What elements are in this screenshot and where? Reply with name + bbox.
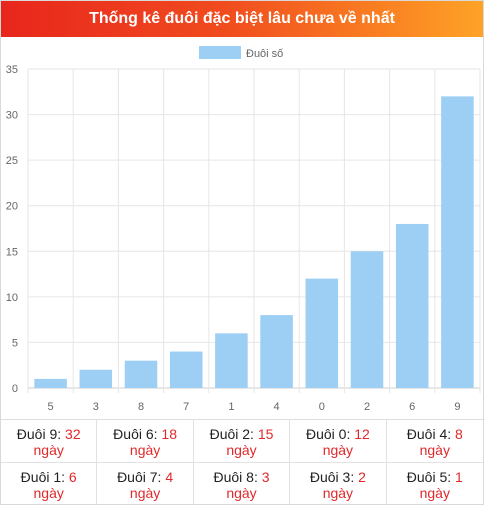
stat-item: Đuôi 6: 18 ngày bbox=[97, 420, 194, 463]
stat-item: Đuôi 0: 12 ngày bbox=[290, 420, 387, 463]
bar bbox=[34, 378, 67, 388]
x-tick-label: 8 bbox=[138, 401, 144, 413]
stat-label: Đuôi 2: bbox=[209, 426, 254, 442]
x-tick-label: 5 bbox=[48, 401, 54, 413]
stat-label: Đuôi 3: bbox=[309, 468, 355, 485]
stat-item: Đuôi 1: 6 ngày bbox=[1, 462, 98, 505]
x-tick-label: 0 bbox=[319, 401, 325, 413]
stat-unit: ngày bbox=[419, 484, 450, 501]
stat-item: Đuôi 8: 3 ngày bbox=[194, 462, 291, 505]
stat-label: Đuôi 0: bbox=[305, 426, 351, 442]
bar bbox=[215, 333, 248, 388]
stat-item: Đuôi 7: 4 ngày bbox=[97, 462, 194, 505]
stat-label: Đuôi 9: bbox=[16, 426, 62, 442]
x-tick-label: 2 bbox=[364, 401, 370, 413]
stat-unit: ngày bbox=[419, 442, 450, 458]
stat-label: Đuôi 4: bbox=[406, 426, 452, 442]
stat-item: Đuôi 9: 32 ngày bbox=[1, 420, 98, 463]
y-tick-label: 35 bbox=[6, 64, 18, 76]
stat-label: Đuôi 6: bbox=[113, 426, 158, 442]
bar bbox=[305, 278, 339, 388]
stat-item: Đuôi 5: 1 ngày bbox=[387, 463, 483, 505]
stat-value: 8 bbox=[455, 426, 463, 442]
y-tick-label: 5 bbox=[12, 337, 18, 349]
stat-unit: ngày bbox=[33, 442, 64, 458]
bar bbox=[260, 315, 293, 388]
bar bbox=[124, 360, 158, 388]
stat-unit: ngày bbox=[226, 442, 257, 458]
stat-label: Đuôi 7: bbox=[117, 468, 162, 485]
y-tick-label: 30 bbox=[6, 110, 18, 122]
stat-unit: ngày bbox=[322, 442, 354, 458]
stat-value: 18 bbox=[161, 426, 177, 442]
x-tick-label: 1 bbox=[228, 401, 234, 413]
stat-value: 12 bbox=[354, 426, 370, 442]
stat-item: Đuôi 3: 2 ngày bbox=[290, 462, 387, 505]
stats-grid: Đuôi 9: 32 ngày Đuôi 6: 18 ngày Đuôi 2: 15… bbox=[1, 419, 483, 505]
stat-value: 2 bbox=[358, 468, 366, 485]
bar bbox=[395, 223, 429, 388]
y-tick-label: 25 bbox=[6, 155, 18, 167]
bar bbox=[350, 251, 384, 388]
legend-swatch bbox=[199, 46, 241, 59]
y-tick-label: 15 bbox=[6, 246, 18, 258]
legend-label: Đuôi số bbox=[246, 48, 283, 60]
stat-value: 32 bbox=[65, 426, 81, 442]
stat-label: Đuôi 8: bbox=[213, 468, 258, 485]
stat-unit: ngày bbox=[226, 484, 257, 501]
stat-unit: ngày bbox=[33, 484, 64, 501]
stat-value: 15 bbox=[257, 426, 274, 442]
stat-label: Đuôi 1: bbox=[20, 468, 66, 485]
x-tick-label: 4 bbox=[274, 401, 280, 413]
y-tick-label: 0 bbox=[12, 383, 18, 395]
bar bbox=[79, 369, 113, 388]
stat-item: Đuôi 4: 8 ngày bbox=[386, 420, 483, 463]
stat-unit: ngày bbox=[129, 442, 161, 458]
y-tick-label: 10 bbox=[6, 292, 18, 304]
bar bbox=[441, 96, 474, 388]
stat-value: 1 bbox=[455, 468, 463, 485]
stat-unit: ngày bbox=[129, 484, 161, 501]
x-tick-label: 7 bbox=[183, 401, 189, 413]
x-tick-label: 9 bbox=[454, 401, 460, 413]
stat-unit: ngày bbox=[322, 484, 354, 501]
stat-item: Đuôi 2: 15 ngày bbox=[193, 420, 291, 463]
stat-value: 3 bbox=[261, 468, 270, 485]
stat-label: Đuôi 5: bbox=[406, 468, 452, 485]
page-title: Thống kê đuôi đặc biệt lâu chưa về nhất bbox=[1, 1, 483, 37]
x-tick-label: 6 bbox=[409, 401, 415, 413]
stat-value: 4 bbox=[165, 468, 174, 485]
bar-chart: Đuôi số 0 5 10 15 20 25 30 35 5 3 8 7 1 4 0 2 6 9 bbox=[6, 46, 481, 413]
stat-value: 6 bbox=[68, 468, 77, 485]
y-tick-label: 20 bbox=[6, 201, 18, 213]
x-tick-label: 3 bbox=[93, 401, 99, 413]
bar bbox=[169, 351, 203, 388]
